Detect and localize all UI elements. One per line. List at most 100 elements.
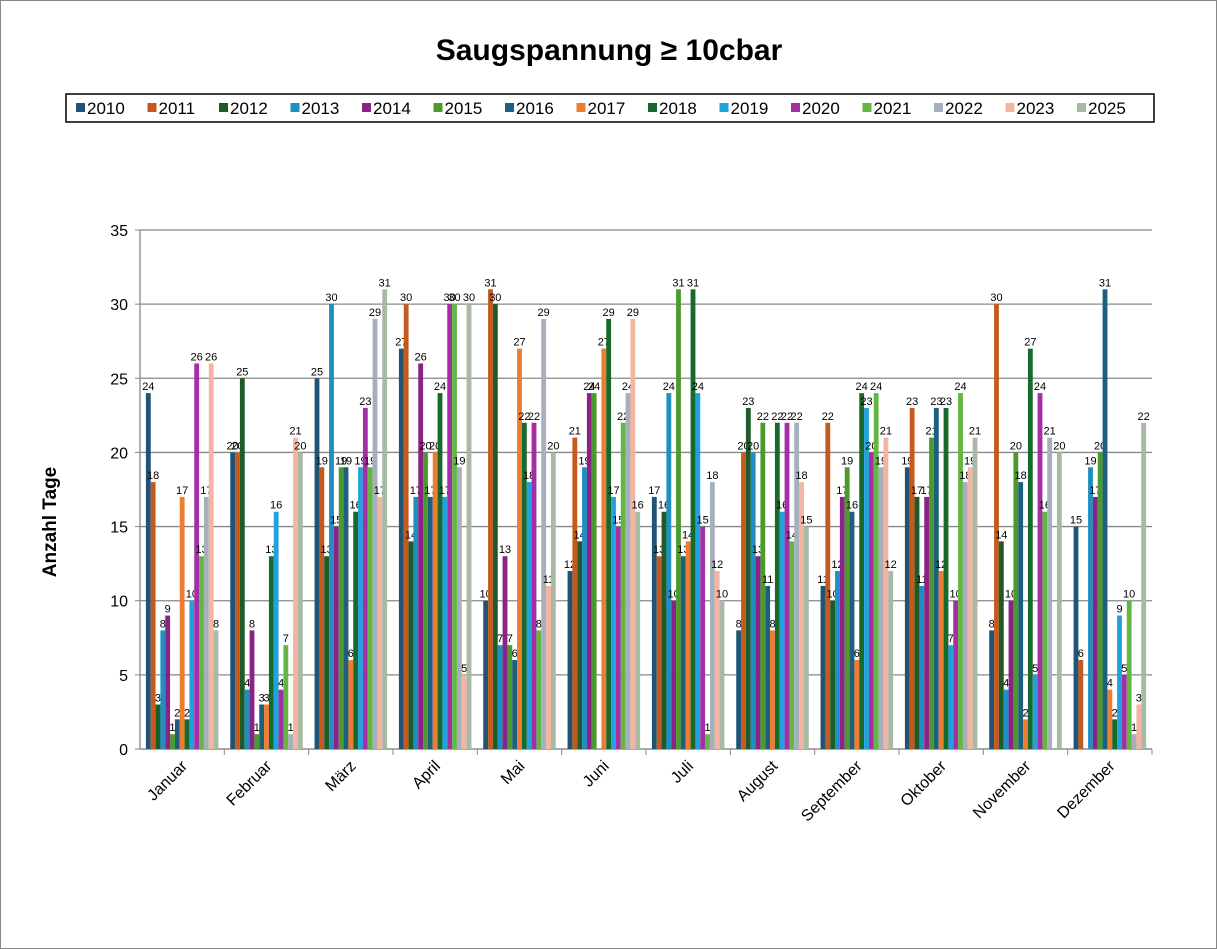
- bar: [577, 541, 583, 749]
- bar: [249, 630, 255, 749]
- value-label: 21: [969, 426, 981, 438]
- bar: [526, 482, 532, 749]
- value-label: 8: [536, 618, 542, 630]
- value-label: 19: [340, 455, 352, 467]
- value-label: 24: [856, 381, 868, 393]
- value-label: 26: [415, 351, 427, 363]
- value-label: 9: [165, 604, 171, 616]
- bar: [155, 704, 161, 749]
- bar: [483, 600, 489, 749]
- bar: [160, 630, 166, 749]
- bar: [883, 437, 889, 749]
- legend-label: 2018: [659, 99, 697, 118]
- bar: [719, 600, 725, 749]
- y-tick-label: 30: [110, 297, 128, 314]
- value-label: 24: [142, 381, 154, 393]
- bar: [413, 496, 419, 749]
- bar: [770, 630, 775, 749]
- value-label: 10: [716, 589, 728, 601]
- value-label: 2: [1112, 707, 1118, 719]
- bar: [521, 422, 527, 749]
- value-label: 22: [822, 411, 834, 423]
- bar: [1097, 452, 1103, 749]
- legend-label: 2011: [159, 99, 196, 118]
- bar: [418, 363, 424, 749]
- bar: [362, 407, 368, 749]
- value-label: 23: [930, 396, 942, 408]
- bar: [1078, 660, 1084, 749]
- value-label: 8: [160, 618, 166, 630]
- bar: [651, 496, 657, 749]
- bar: [268, 556, 274, 749]
- value-label: 30: [444, 292, 456, 304]
- value-label: 19: [453, 455, 465, 467]
- bar: [170, 734, 175, 749]
- value-label: 14: [995, 529, 1007, 541]
- value-label: 8: [249, 618, 255, 630]
- bar: [432, 452, 438, 749]
- bar: [825, 422, 831, 749]
- value-label: 24: [954, 381, 966, 393]
- bar: [656, 556, 662, 749]
- value-label: 29: [627, 307, 639, 319]
- value-label: 3: [263, 693, 269, 705]
- bar: [1121, 674, 1127, 749]
- bar: [1003, 689, 1009, 749]
- bar: [854, 660, 860, 749]
- bar: [745, 407, 751, 749]
- bar: [572, 437, 578, 749]
- value-label: 20: [419, 440, 431, 452]
- bar: [1023, 719, 1028, 749]
- bar: [531, 422, 537, 749]
- bar: [283, 645, 289, 749]
- bar: [972, 437, 978, 749]
- bar: [497, 645, 503, 749]
- legend-label: 2023: [1017, 99, 1055, 118]
- bar: [367, 467, 373, 749]
- value-label: 13: [499, 544, 511, 556]
- value-label: 18: [1015, 470, 1027, 482]
- legend-label: 2016: [516, 99, 554, 118]
- value-label: 30: [489, 292, 501, 304]
- bar: [348, 660, 354, 749]
- bar: [924, 496, 930, 749]
- value-label: 5: [1032, 663, 1038, 675]
- bar: [324, 556, 330, 749]
- bar: [372, 318, 378, 749]
- value-label: 6: [512, 648, 518, 660]
- value-label: 21: [880, 426, 892, 438]
- y-axis-label: Anzahl Tage: [40, 467, 61, 578]
- bar: [502, 556, 508, 749]
- bar: [550, 452, 556, 749]
- y-tick-label: 35: [110, 223, 128, 240]
- bar: [830, 600, 836, 749]
- legend-label: 2022: [945, 99, 983, 118]
- bar: [943, 407, 949, 749]
- y-tick-label: 25: [110, 371, 128, 388]
- legend-swatch: [648, 103, 657, 112]
- value-label: 24: [1034, 381, 1046, 393]
- bar: [582, 467, 587, 749]
- bar: [254, 734, 260, 749]
- value-label: 23: [359, 396, 371, 408]
- value-label: 11: [543, 574, 554, 586]
- bar: [423, 452, 428, 749]
- bar: [799, 482, 804, 749]
- bar: [929, 437, 934, 749]
- bar: [314, 378, 320, 749]
- value-label: 2: [174, 707, 180, 719]
- bar: [864, 407, 869, 749]
- value-label: 1: [254, 722, 260, 734]
- bar: [591, 393, 597, 749]
- value-label: 8: [213, 618, 219, 630]
- bar: [567, 571, 573, 749]
- bar: [398, 348, 404, 749]
- value-label: 12: [885, 559, 897, 571]
- bar: [329, 304, 334, 749]
- value-label: 16: [846, 500, 858, 512]
- bar: [998, 541, 1004, 749]
- value-label: 4: [1003, 678, 1009, 690]
- value-label: 19: [335, 455, 347, 467]
- bar: [353, 511, 359, 749]
